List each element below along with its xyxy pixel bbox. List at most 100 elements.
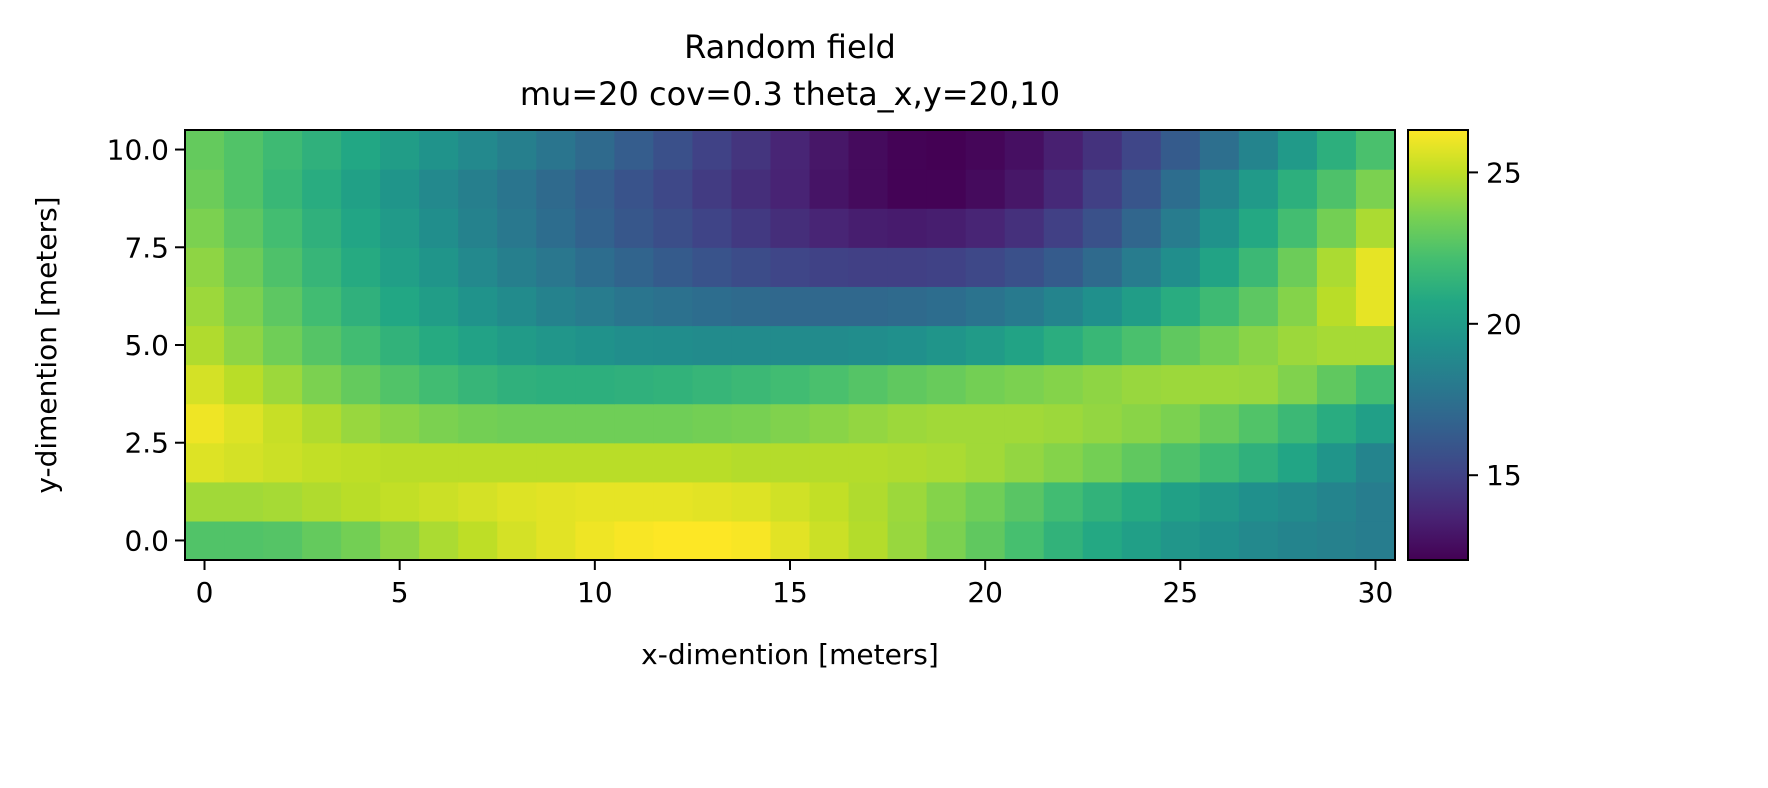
heatmap-cell xyxy=(926,520,967,561)
heatmap-cell xyxy=(692,286,733,327)
heatmap-cell xyxy=(1316,247,1357,287)
heatmap-cell xyxy=(263,286,303,327)
heatmap-cell xyxy=(1199,325,1240,366)
heatmap-cell xyxy=(341,520,381,561)
heatmap-cell xyxy=(848,169,889,209)
heatmap-cell xyxy=(1238,247,1279,287)
heatmap-cell xyxy=(1121,364,1162,405)
heatmap-cell xyxy=(380,169,420,209)
heatmap-cell xyxy=(770,208,811,248)
heatmap-cell xyxy=(302,286,342,327)
heatmap-cell xyxy=(497,442,537,483)
heatmap-cell xyxy=(419,169,459,209)
heatmap-cell xyxy=(965,208,1006,248)
heatmap-cell xyxy=(497,325,537,366)
heatmap-cell xyxy=(263,169,303,209)
heatmap-cell xyxy=(1355,481,1396,522)
heatmap-cell xyxy=(1316,520,1357,561)
heatmap-cell xyxy=(1004,520,1045,561)
heatmap-cell xyxy=(224,442,264,483)
heatmap-cell xyxy=(731,208,772,248)
chart-title: Random field xyxy=(684,28,896,66)
heatmap-cell xyxy=(1199,403,1240,444)
heatmap-cell xyxy=(380,130,420,170)
y-tick-label: 0.0 xyxy=(124,524,169,557)
heatmap-cell xyxy=(1082,169,1123,209)
heatmap-cell xyxy=(341,481,381,522)
heatmap-cell xyxy=(1043,481,1084,522)
heatmap-cell xyxy=(302,442,342,483)
heatmap-cell xyxy=(1082,130,1123,170)
heatmap-cell xyxy=(1238,481,1279,522)
heatmap-cell xyxy=(1277,169,1318,209)
heatmap-cell xyxy=(692,403,733,444)
heatmap-cell xyxy=(887,403,928,444)
heatmap-cell xyxy=(1238,364,1279,405)
heatmap-cell xyxy=(1082,325,1123,366)
x-axis-ticks: 0 5 10 15 20 25 30 xyxy=(196,560,1393,609)
heatmap-cell xyxy=(614,325,654,366)
heatmap-cell xyxy=(341,286,381,327)
heatmap-cell xyxy=(380,442,420,483)
heatmap-cell xyxy=(1199,169,1240,209)
heatmap-cell xyxy=(1238,520,1279,561)
heatmap-cell xyxy=(302,208,342,248)
heatmap-cell xyxy=(1316,169,1357,209)
heatmap-cell xyxy=(341,442,381,483)
y-tick-label: 2.5 xyxy=(124,427,169,460)
heatmap-cell xyxy=(1043,169,1084,209)
heatmap-cell xyxy=(1082,481,1123,522)
heatmap-cell xyxy=(419,130,459,170)
heatmap-cell xyxy=(653,208,694,248)
heatmap-cell xyxy=(302,364,342,405)
heatmap-cell xyxy=(497,403,537,444)
heatmap-cell xyxy=(185,442,225,483)
heatmap-cell xyxy=(1199,442,1240,483)
heatmap-cell xyxy=(731,520,772,561)
heatmap-cell xyxy=(1238,286,1279,327)
heatmap-cell xyxy=(887,169,928,209)
heatmap-cell xyxy=(1043,520,1084,561)
heatmap-cell xyxy=(224,364,264,405)
heatmap-cell xyxy=(224,208,264,248)
heatmap-cell xyxy=(1277,520,1318,561)
heatmap-cell xyxy=(1121,442,1162,483)
heatmap-cell xyxy=(1043,364,1084,405)
heatmap-cell xyxy=(809,208,850,248)
heatmap-cell xyxy=(1082,208,1123,248)
heatmap-cell xyxy=(965,169,1006,209)
x-tick-label: 25 xyxy=(1163,576,1199,609)
heatmap-cell xyxy=(575,442,615,483)
heatmap-cell xyxy=(536,286,576,327)
heatmap-cell xyxy=(848,520,889,561)
heatmap-cell xyxy=(1004,286,1045,327)
heatmap-cell xyxy=(419,247,459,287)
heatmap-cell xyxy=(458,208,498,248)
heatmap-cell xyxy=(614,208,654,248)
heatmap-cell xyxy=(770,520,811,561)
heatmap-cell xyxy=(614,286,654,327)
heatmap-cell xyxy=(887,520,928,561)
heatmap-cell xyxy=(497,247,537,287)
heatmap-cell xyxy=(1043,325,1084,366)
heatmap-cell xyxy=(341,247,381,287)
colorbar-tick-label: 20 xyxy=(1486,308,1522,341)
heatmap-cell xyxy=(302,403,342,444)
heatmap-cell xyxy=(302,130,342,170)
heatmap-cell xyxy=(302,247,342,287)
heatmap-cell xyxy=(926,403,967,444)
heatmap-cell xyxy=(1004,403,1045,444)
heatmap-cell xyxy=(1004,169,1045,209)
heatmap-cell xyxy=(887,208,928,248)
heatmap-cell xyxy=(1355,520,1396,561)
heatmap-cell xyxy=(926,208,967,248)
heatmap-cell xyxy=(926,442,967,483)
heatmap-cell xyxy=(614,169,654,209)
heatmap-cell xyxy=(575,325,615,366)
heatmap-cell xyxy=(614,130,654,170)
heatmap-cell xyxy=(302,325,342,366)
heatmap-cell xyxy=(614,403,654,444)
heatmap-cell xyxy=(458,247,498,287)
heatmap-cell xyxy=(1199,364,1240,405)
